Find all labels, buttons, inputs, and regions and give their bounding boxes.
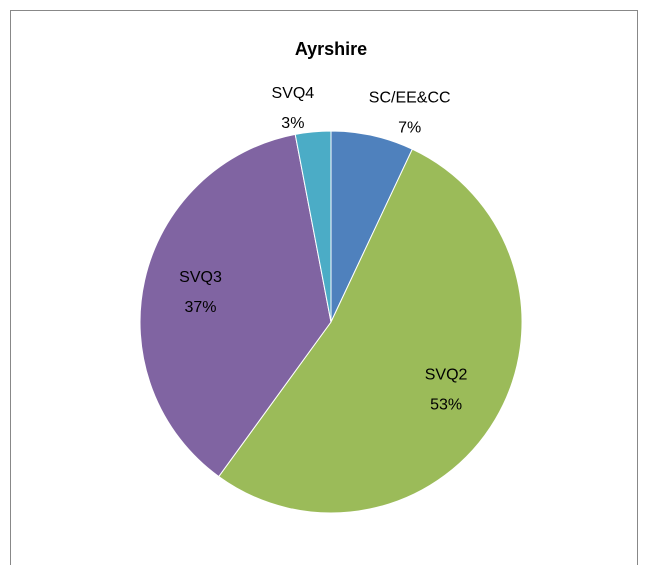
pie-slice <box>139 133 332 478</box>
slice-label: SVQ4 <box>272 85 315 102</box>
chart-title: Ayrshire <box>295 39 367 59</box>
slice-label: SVQ2 <box>425 366 468 383</box>
slice-value-label: 3% <box>281 115 304 132</box>
slice-label: SC/EE&CC <box>369 89 451 106</box>
slice-label: SVQ3 <box>179 269 222 286</box>
slice-value-label: 7% <box>398 119 421 136</box>
slice-value-label: 53% <box>430 396 462 413</box>
slice-value-label: 37% <box>185 299 217 316</box>
pie-slice <box>218 148 523 514</box>
pie-slice <box>294 130 332 323</box>
